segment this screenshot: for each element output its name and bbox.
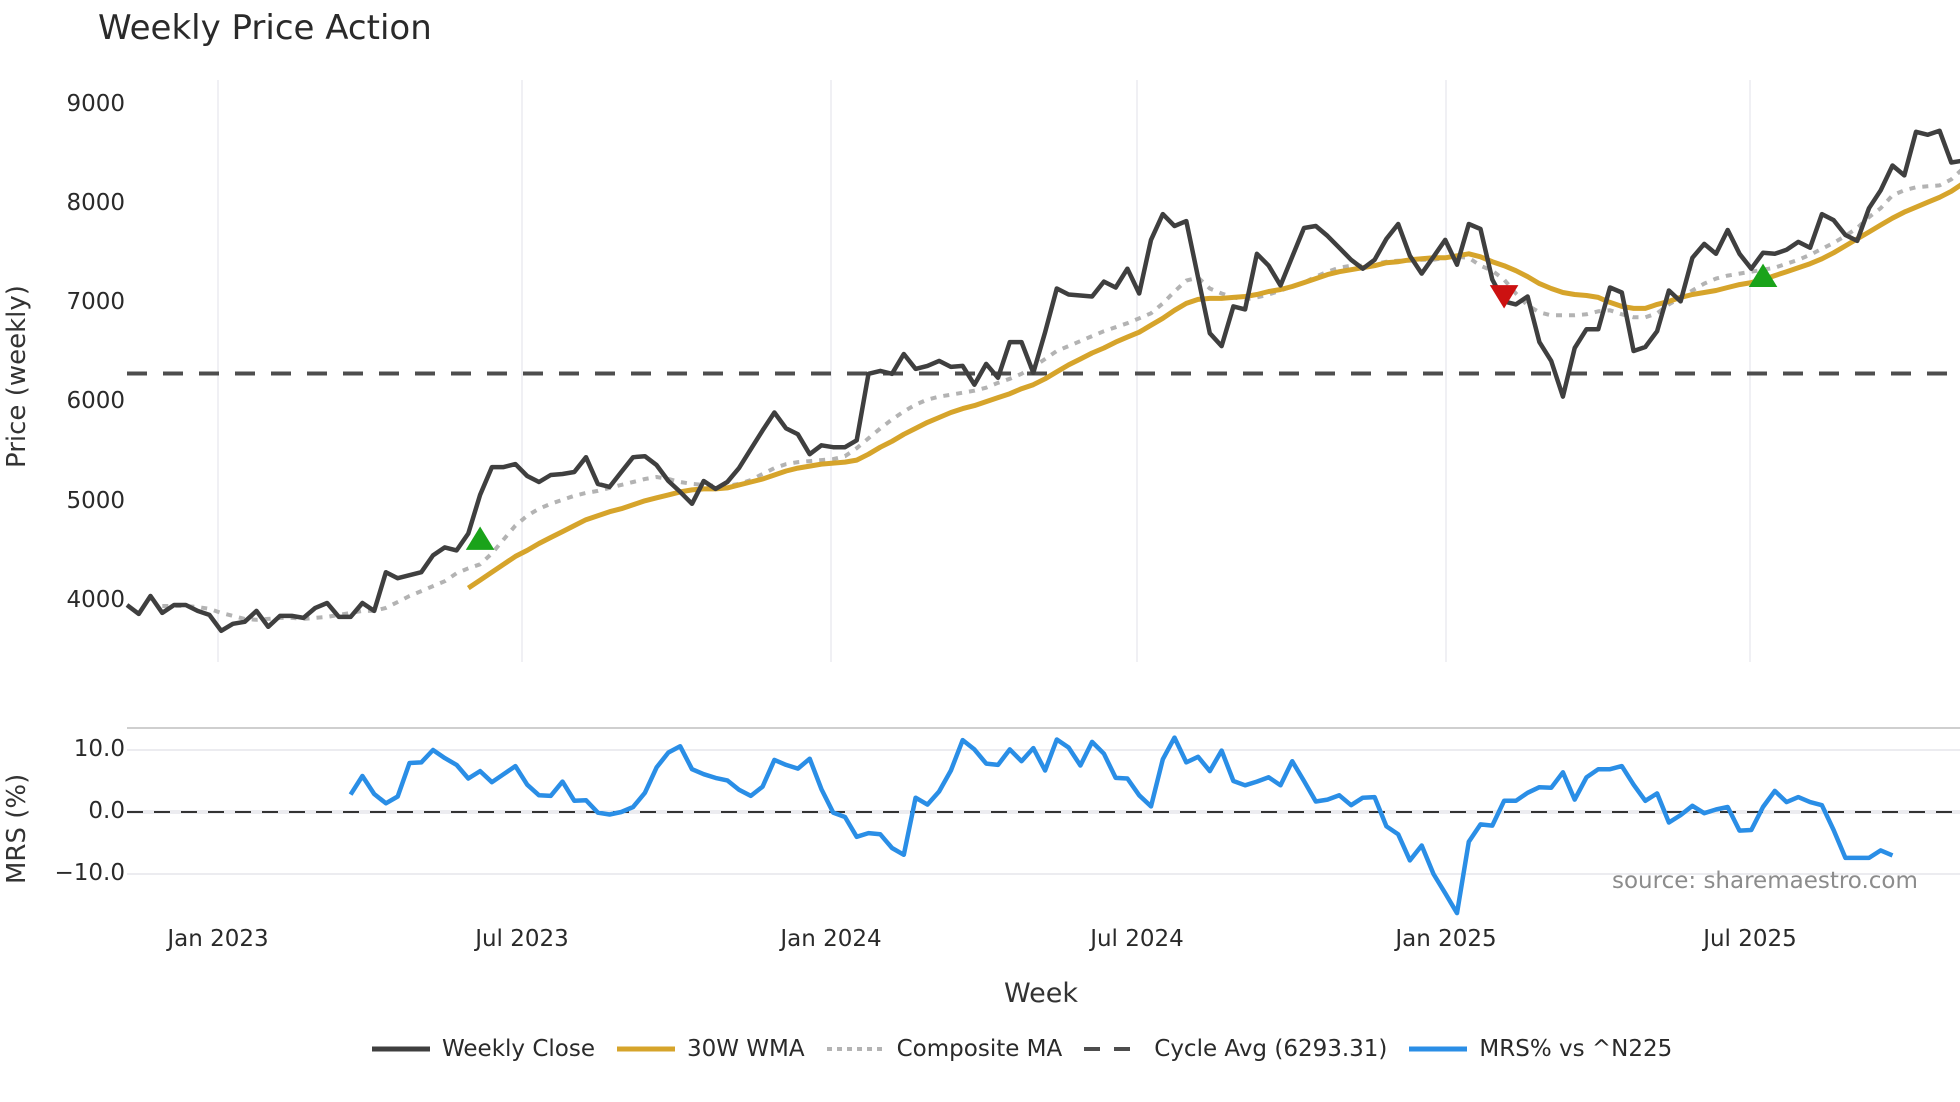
source-annotation: source: sharemaestro.com	[1612, 868, 1918, 894]
x-axis-label: Week	[1004, 978, 1078, 1009]
composite-ma-swatch-icon	[826, 1047, 885, 1051]
weekly-close-swatch-icon	[372, 1046, 430, 1052]
legend-item-mrs[interactable]: MRS% vs ^N225	[1407, 1036, 1672, 1062]
mrs-ytick: 10.0	[73, 736, 125, 762]
weekly-close-line	[125, 128, 1960, 634]
buy-signal-triangle-up-icon	[1748, 263, 1778, 288]
chart-title: Weekly Price Action	[98, 8, 432, 48]
price-ytick: 4000	[66, 587, 125, 613]
price-vertical-gridlines	[217, 80, 1751, 662]
legend-label: Cycle Avg (6293.31)	[1154, 1036, 1388, 1062]
price-ytick: 7000	[66, 289, 125, 315]
legend-label: MRS% vs ^N225	[1479, 1036, 1673, 1062]
mrs-ytick: −10.0	[54, 860, 125, 886]
xtick-label: Jan 2025	[1395, 926, 1497, 952]
sell-signal-triangle-down-icon	[1489, 285, 1519, 309]
wma-swatch-icon	[616, 1046, 675, 1052]
xtick-label: Jan 2023	[167, 926, 269, 952]
price-ytick: 9000	[66, 91, 125, 117]
legend-item-composite-ma[interactable]: Composite MA	[825, 1036, 1063, 1062]
xtick-label: Jul 2023	[475, 926, 569, 952]
cycle-avg-swatch-icon	[1084, 1047, 1143, 1051]
buy-signal-triangle-up-icon	[465, 526, 495, 550]
legend: Weekly Close 30W WMA Composite MA Cycle …	[370, 1036, 1692, 1062]
price-ytick: 8000	[66, 190, 125, 216]
price-ytick: 6000	[66, 388, 125, 414]
mrs-swatch-icon	[1409, 1046, 1468, 1052]
legend-item-weekly-close[interactable]: Weekly Close	[370, 1036, 595, 1062]
mrs-ytick: 0.0	[88, 798, 125, 824]
legend-item-wma[interactable]: 30W WMA	[615, 1036, 805, 1062]
legend-label: 30W WMA	[686, 1036, 805, 1062]
mrs-line	[348, 735, 1894, 916]
composite-ma-line	[162, 168, 1960, 622]
legend-item-cycle-avg[interactable]: Cycle Avg (6293.31)	[1082, 1036, 1387, 1062]
xtick-label: Jul 2025	[1703, 926, 1797, 952]
xtick-label: Jan 2024	[780, 926, 882, 952]
price-ytick: 5000	[66, 488, 125, 514]
legend-label: Weekly Close	[442, 1036, 595, 1062]
xtick-label: Jul 2024	[1090, 926, 1184, 952]
legend-label: Composite MA	[896, 1036, 1063, 1062]
